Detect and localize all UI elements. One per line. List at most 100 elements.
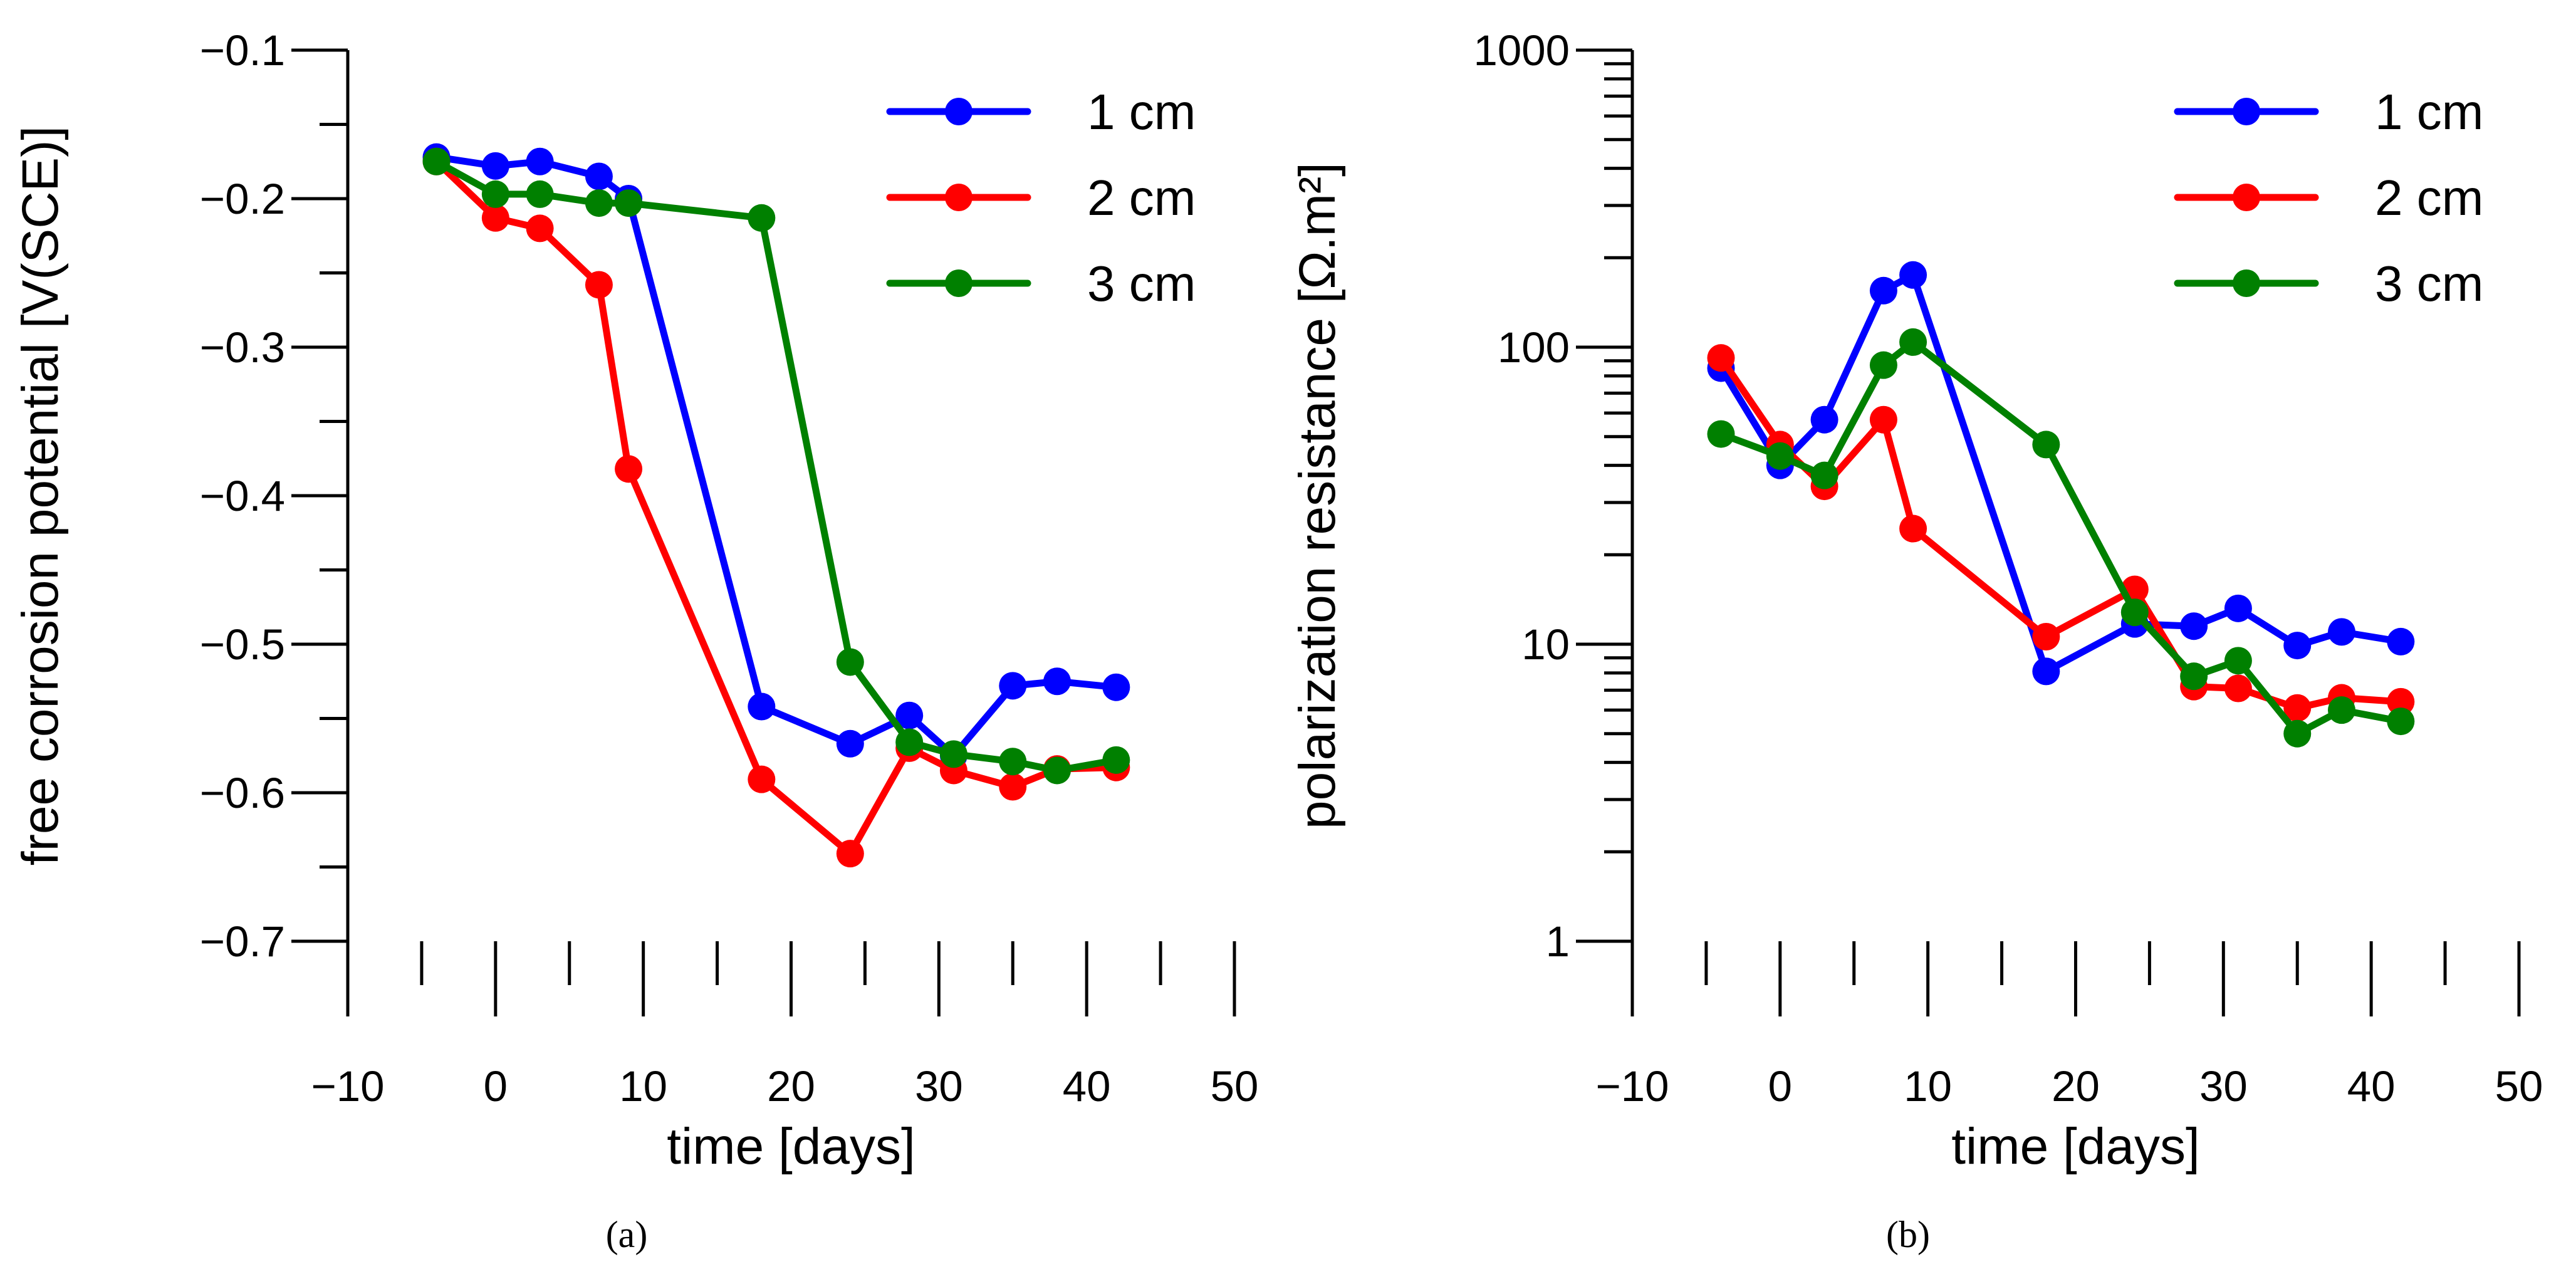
data-point	[2032, 431, 2060, 459]
legend-marker	[2233, 98, 2260, 125]
legend-label: 3 cm	[1087, 256, 1196, 311]
panel-a-chart: −0.7 −0.6 −0.5 −0.4 −0.3 −0.2 −0.1 −10 0 10 20 30 40…	[12, 26, 1258, 1255]
panel-caption: (b)	[1886, 1214, 1930, 1255]
data-point	[2224, 647, 2252, 675]
data-point	[2224, 594, 2252, 622]
x-tick-label: 20	[767, 1062, 815, 1110]
data-point	[481, 152, 509, 180]
data-point	[1869, 276, 1897, 305]
data-point	[1707, 420, 1735, 448]
data-point	[999, 773, 1027, 801]
data-point	[2328, 696, 2355, 724]
data-point	[1899, 328, 1927, 356]
x-axis-title: time [days]	[1951, 1118, 2199, 1175]
data-point	[2387, 707, 2415, 736]
x-tick-label: 0	[484, 1062, 508, 1110]
legend-marker	[2233, 184, 2260, 211]
legend-marker	[945, 269, 973, 297]
data-point	[2283, 694, 2312, 722]
legend-label: 1 cm	[2375, 84, 2483, 140]
data-point	[999, 672, 1027, 700]
data-point	[481, 180, 509, 208]
data-point	[481, 204, 509, 232]
y-tick-label: −0.2	[200, 175, 285, 223]
data-point	[615, 189, 643, 217]
data-point	[1810, 461, 1838, 489]
legend-label: 3 cm	[2375, 256, 2483, 311]
data-point	[895, 701, 924, 729]
data-point	[585, 271, 613, 299]
legend-marker	[2233, 269, 2260, 297]
panel-caption: (a)	[606, 1214, 648, 1255]
data-point	[585, 162, 613, 191]
data-point	[939, 740, 967, 768]
y-tick-label: 1000	[1474, 26, 1570, 75]
data-point	[2283, 719, 2312, 748]
x-tick-label: 0	[1768, 1062, 1792, 1110]
x-tick-label: 30	[915, 1062, 963, 1110]
legend-marker	[945, 98, 973, 125]
data-point	[1043, 667, 1071, 696]
data-point	[526, 214, 554, 243]
data-point	[1869, 351, 1897, 379]
data-point	[999, 748, 1027, 776]
y-axis-title: free corrosion potential [V(SCE)]	[12, 126, 69, 865]
series-line-3cm	[1718, 338, 2404, 738]
data-point	[836, 840, 864, 868]
y-tick-label: −0.1	[200, 26, 285, 75]
data-point	[2180, 612, 2208, 640]
x-tick-label: −10	[311, 1062, 384, 1110]
series-line-1cm	[433, 154, 1120, 760]
data-point	[2120, 598, 2149, 627]
data-point	[836, 729, 864, 758]
data-point	[895, 728, 924, 756]
data-point	[2387, 627, 2415, 655]
data-point	[748, 692, 776, 721]
y-tick-label: −0.5	[200, 620, 285, 669]
panel-b-chart: 1 10 100 1000 −10 0 10 20 30 40 50 time [days] polar…	[1289, 26, 2543, 1255]
data-point	[422, 147, 451, 175]
data-point	[2032, 623, 2060, 651]
data-point	[2032, 657, 2060, 686]
data-point	[836, 648, 864, 676]
data-point	[1102, 746, 1130, 774]
legend-label: 2 cm	[2375, 170, 2483, 226]
data-point	[1810, 405, 1838, 434]
data-point	[1869, 405, 1897, 434]
x-axis-title: time [days]	[667, 1118, 915, 1175]
data-point	[2180, 662, 2208, 691]
y-tick-label: −0.6	[200, 769, 285, 817]
legend-marker	[945, 184, 973, 211]
y-tick-label: −0.7	[200, 917, 285, 966]
x-tick-label: 50	[2495, 1062, 2543, 1110]
x-tick-label: 10	[1904, 1062, 1952, 1110]
data-point	[2283, 632, 2312, 660]
legend-label: 1 cm	[1087, 84, 1196, 140]
data-point	[615, 455, 643, 483]
data-point	[1766, 442, 1794, 470]
data-point	[2224, 674, 2252, 702]
y-tick-label: −0.4	[200, 472, 285, 520]
data-point	[585, 189, 613, 217]
x-tick-label: 40	[2347, 1062, 2396, 1110]
y-tick-label: 100	[1498, 323, 1570, 372]
data-point	[1043, 756, 1071, 785]
data-point	[748, 765, 776, 793]
data-point	[2387, 687, 2415, 716]
data-point	[1102, 673, 1130, 701]
data-point	[748, 204, 776, 232]
y-tick-label: −0.3	[200, 323, 285, 372]
data-point	[1899, 261, 1927, 289]
x-tick-label: 40	[1063, 1062, 1111, 1110]
data-point	[1899, 514, 1927, 543]
data-point	[526, 147, 554, 175]
data-point	[526, 180, 554, 208]
y-tick-label: 10	[1521, 620, 1570, 669]
data-point	[2328, 618, 2355, 646]
x-tick-label: 10	[619, 1062, 667, 1110]
data-point	[1707, 344, 1735, 372]
y-axis-title: polarization resistance [Ω.m²]	[1289, 162, 1346, 829]
x-tick-label: −10	[1595, 1062, 1669, 1110]
legend-label: 2 cm	[1087, 170, 1196, 226]
